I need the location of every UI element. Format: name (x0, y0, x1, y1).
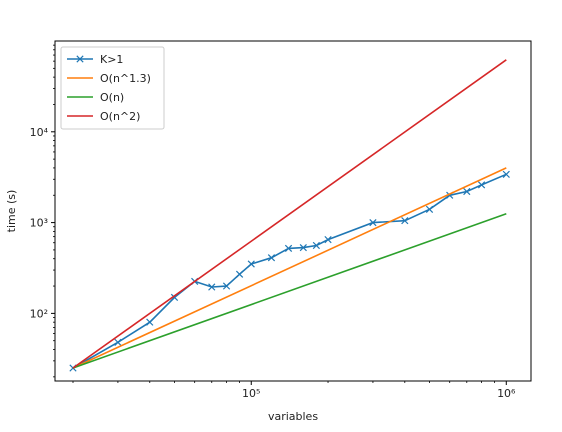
series-line-3 (72, 59, 507, 369)
y-tick-label: 10² (30, 307, 48, 320)
plot-frame (54, 40, 532, 382)
legend-entry: O(n^2) (67, 110, 140, 123)
legend-entry: O(n^1.3) (67, 72, 151, 85)
data-point (284, 244, 293, 252)
x-tick-label: 10⁶ (497, 387, 516, 400)
series-line-0 (72, 173, 507, 369)
data-point (477, 181, 486, 189)
data-point (208, 283, 216, 291)
data-point (369, 218, 377, 227)
data-point (299, 243, 307, 252)
series-layer (69, 59, 510, 372)
data-point (267, 254, 276, 262)
legend-label: K>1 (100, 53, 123, 66)
data-point (401, 217, 409, 225)
legend-label: O(n^2) (100, 110, 140, 123)
data-point (425, 205, 434, 213)
data-point (235, 270, 244, 278)
legend-entry: K>1 (67, 53, 123, 66)
data-point (312, 241, 320, 250)
legend-label: O(n) (100, 91, 124, 104)
x-axis-label: variables (268, 410, 318, 423)
data-point (247, 260, 255, 268)
y-tick-label: 10⁴ (30, 126, 49, 139)
y-axis-label: time (s) (5, 190, 18, 233)
series-line-1 (72, 167, 507, 369)
x-tick-label: 10⁵ (242, 387, 260, 400)
data-point (463, 187, 471, 196)
legend-box (60, 46, 165, 130)
series-line-2 (72, 213, 507, 369)
data-point (324, 235, 332, 244)
legend-label: O(n^1.3) (100, 72, 151, 85)
y-tick-label: 10³ (30, 217, 48, 230)
ticks-layer: 10⁵ 10⁶ 10² 10³ 10⁴ (30, 44, 516, 400)
data-point (114, 338, 122, 346)
data-point (222, 282, 231, 290)
data-point (502, 170, 510, 178)
data-point (146, 318, 154, 326)
legend: K>1 O(n^1.3) O(n) O(n^2) (60, 46, 165, 130)
legend-entry: O(n) (67, 91, 124, 104)
